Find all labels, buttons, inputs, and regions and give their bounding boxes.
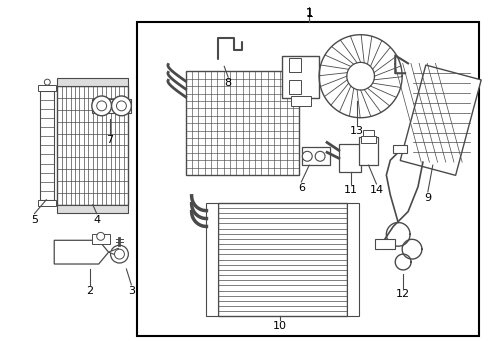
Bar <box>291 96 310 106</box>
Circle shape <box>302 151 311 161</box>
Circle shape <box>44 79 50 85</box>
Bar <box>302 147 329 165</box>
Circle shape <box>92 96 111 116</box>
Circle shape <box>111 96 131 116</box>
Bar <box>206 203 218 316</box>
Circle shape <box>114 249 124 259</box>
Text: 14: 14 <box>368 185 383 195</box>
Bar <box>360 135 376 143</box>
Text: 5: 5 <box>31 215 38 225</box>
Text: 13: 13 <box>349 126 363 136</box>
Text: 11: 11 <box>343 185 357 195</box>
Text: 10: 10 <box>272 321 286 331</box>
Bar <box>289 58 301 72</box>
Bar <box>92 99 131 113</box>
Bar <box>57 86 128 205</box>
Text: 7: 7 <box>106 135 113 145</box>
Bar <box>362 130 374 135</box>
Text: 8: 8 <box>224 78 231 88</box>
Text: 3: 3 <box>127 286 135 296</box>
Text: 9: 9 <box>424 193 430 203</box>
Bar <box>375 239 394 249</box>
Bar <box>57 205 128 213</box>
Bar <box>281 57 319 98</box>
Text: 4: 4 <box>93 215 100 225</box>
Polygon shape <box>54 240 108 264</box>
Bar <box>39 200 56 206</box>
Text: 12: 12 <box>395 289 409 299</box>
Bar <box>338 144 360 172</box>
Text: 1: 1 <box>305 8 312 18</box>
Circle shape <box>116 101 126 111</box>
Text: 1: 1 <box>305 8 312 21</box>
Bar <box>399 65 480 175</box>
Bar <box>346 203 358 316</box>
Circle shape <box>97 101 106 111</box>
Bar <box>41 91 54 200</box>
Circle shape <box>110 245 128 263</box>
Text: 2: 2 <box>86 286 93 296</box>
Bar <box>92 234 109 244</box>
Bar <box>289 80 301 94</box>
Text: 6: 6 <box>297 183 304 193</box>
Circle shape <box>315 151 325 161</box>
Bar <box>218 203 346 316</box>
Bar <box>358 138 378 165</box>
Polygon shape <box>108 248 118 256</box>
Bar <box>39 85 56 91</box>
Bar <box>137 22 478 336</box>
Bar <box>185 71 299 175</box>
Circle shape <box>97 233 104 240</box>
Bar <box>57 78 128 86</box>
Bar <box>392 145 407 153</box>
